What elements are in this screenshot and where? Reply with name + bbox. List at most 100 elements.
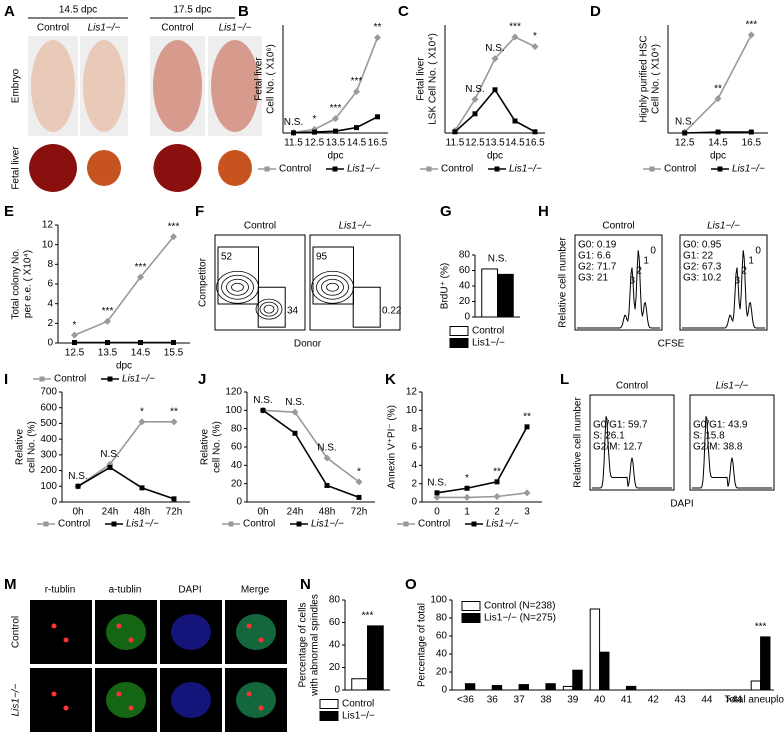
density <box>316 274 349 300</box>
marker <box>356 494 362 500</box>
panel-label: F <box>195 203 204 220</box>
gate-stat: G0/G1: 43.9 <box>693 420 748 431</box>
y-axis-label: cell No. (%) <box>27 421 38 473</box>
bar <box>497 273 514 318</box>
marker <box>170 418 178 426</box>
series-line <box>436 426 528 494</box>
y-tick-label: 20 <box>231 478 243 489</box>
bar <box>562 685 574 691</box>
column-title: a-tublin <box>109 585 142 596</box>
y-axis-label: Relative <box>15 429 26 466</box>
y-axis-label: Relative cell number <box>558 237 569 328</box>
marker <box>472 111 478 117</box>
marker <box>170 233 177 241</box>
y-axis-label: cell No. (%) <box>212 421 223 473</box>
x-tick-label: 48h <box>134 507 151 518</box>
density <box>311 270 354 304</box>
significance: N.S. <box>675 117 694 128</box>
legend-label: Lis1−/− <box>509 164 542 175</box>
bar <box>750 680 762 691</box>
gate-stat: S: 26.1 <box>593 431 625 442</box>
legend-marker <box>111 521 117 527</box>
plot-frame <box>589 394 675 491</box>
bar <box>351 678 368 691</box>
y-tick-label: 0 <box>411 497 417 508</box>
x-tick-label: 0h <box>257 507 268 518</box>
series-line <box>437 492 528 499</box>
significance: N.S. <box>284 117 303 128</box>
liver <box>153 144 202 192</box>
marker <box>104 317 111 325</box>
plot-title: Lis1−/− <box>339 221 372 232</box>
bar <box>760 636 771 691</box>
marker <box>747 31 755 39</box>
plot-title: Lis1−/− <box>716 381 749 392</box>
y-tick-label: 12 <box>42 220 54 231</box>
y-tick-label: 40 <box>459 281 471 292</box>
marker <box>748 129 754 135</box>
marker <box>511 33 519 41</box>
x-tick-label: 16.5 <box>525 138 545 149</box>
legend-swatch <box>461 601 481 611</box>
marker <box>72 340 77 346</box>
panel-label: B <box>238 3 249 20</box>
significance: *** <box>102 306 114 317</box>
x-tick-label: 1 <box>464 507 470 518</box>
y-axis-label: Fetal liver <box>416 57 427 101</box>
legend-label: Control <box>472 326 504 337</box>
marker <box>355 478 363 486</box>
centrosome <box>258 637 264 643</box>
marker <box>374 34 381 42</box>
marker <box>354 125 359 131</box>
gate <box>312 246 354 305</box>
legend-swatch <box>319 711 339 721</box>
panel-label: M <box>4 576 17 593</box>
legend-marker <box>107 376 113 382</box>
marker <box>171 340 176 346</box>
x-tick-label: 12.5 <box>675 138 695 149</box>
y-tick-label: 0 <box>47 338 53 349</box>
centrosome <box>246 623 252 629</box>
y-tick-label: 8 <box>47 259 53 270</box>
bar <box>625 685 637 691</box>
marker <box>491 55 499 63</box>
significance: N.S. <box>68 471 87 482</box>
density <box>221 274 254 300</box>
marker <box>375 114 380 120</box>
significance: N.S. <box>485 43 504 54</box>
bar <box>589 608 601 691</box>
centrosome <box>51 623 57 629</box>
marker <box>71 331 78 339</box>
legend-label: Control <box>418 519 450 530</box>
y-axis-label: Relative cell number <box>573 397 584 488</box>
peak-label: 1 <box>643 256 649 267</box>
histogram <box>577 250 660 329</box>
x-tick-label: 2 <box>494 507 500 518</box>
legend-label: Lis1−/− <box>122 374 155 385</box>
significance: *** <box>135 262 147 273</box>
x-axis-label: dpc <box>327 151 343 162</box>
marker <box>433 493 441 501</box>
significance: N.S. <box>317 443 336 454</box>
group-title: 14.5 dpc <box>59 5 97 16</box>
x-tick-label: 0 <box>434 507 440 518</box>
histogram <box>592 416 672 489</box>
peak-label: 3 <box>734 276 740 287</box>
significance: *** <box>330 103 342 114</box>
x-tick-label: 48h <box>319 507 336 518</box>
plot-title: Lis1−/− <box>707 221 740 232</box>
x-tick-label: 12.5 <box>65 348 85 359</box>
panel-label: E <box>4 203 14 220</box>
significance: * <box>313 114 317 125</box>
x-tick-label: 72h <box>166 507 183 518</box>
x-tick-label: 16.5 <box>742 138 762 149</box>
y-tick-label: 400 <box>40 434 57 445</box>
y-tick-label: 500 <box>40 418 57 429</box>
y-tick-label: 10 <box>406 405 418 416</box>
y-tick-label: 40 <box>329 640 341 651</box>
cell <box>171 682 211 718</box>
density <box>263 304 275 314</box>
gate-value: 52 <box>221 252 233 263</box>
x-tick-label: 13.5 <box>326 138 346 149</box>
plot-frame <box>689 394 775 491</box>
